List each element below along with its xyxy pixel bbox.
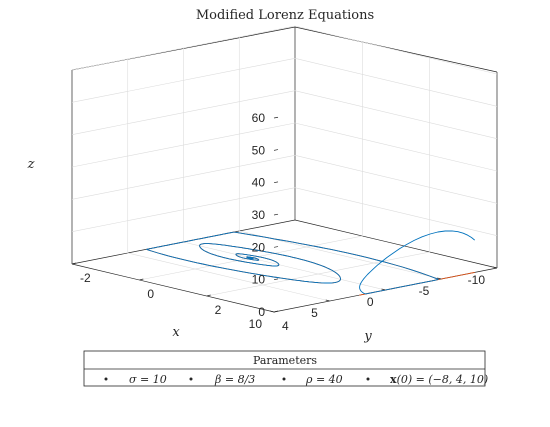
x-tick-label: 0	[367, 295, 374, 309]
x-axis-label: x	[172, 325, 180, 340]
legend-item-x0: x(0) = (−8, 4, 10)	[390, 373, 488, 386]
grid-line-y	[206, 58, 430, 297]
x-tick-label: 10	[249, 317, 263, 331]
z-tick-label: 20	[252, 240, 266, 254]
trajectory-series	[146, 230, 475, 295]
legend-item-rho: ρ = 40	[305, 373, 343, 386]
floor-front-edges	[71, 263, 498, 313]
grid-lines	[71, 25, 498, 302]
z-tick-label: 0	[258, 305, 265, 319]
z-tick-mark	[273, 278, 279, 281]
legend-item-beta: β = 8/3	[214, 373, 255, 386]
y-tick-label: -2	[80, 271, 91, 285]
grid-line-z	[71, 187, 498, 236]
z-tick-mark	[273, 116, 279, 119]
y-tick-label: 4	[282, 319, 289, 333]
x-tick-mark	[437, 277, 442, 280]
grid-line-x	[238, 37, 442, 280]
x-tick-mark	[381, 288, 386, 291]
x-tick-mark	[269, 310, 275, 313]
grid-line-x	[127, 59, 330, 302]
legend: Parameters σ = 10 β = 8/3 ρ = 40 x(0) = …	[83, 350, 488, 387]
legend-marker-rho	[282, 377, 286, 381]
z-tick-mark	[273, 246, 279, 248]
z-tick-label: 40	[252, 176, 266, 190]
z-tick-label: 30	[252, 208, 266, 222]
legend-marker-beta	[189, 377, 193, 381]
back-top-edge	[71, 26, 498, 73]
legend-item-x0-text: (0) = (−8, 4, 10)	[397, 373, 489, 386]
x-tick-label: -5	[419, 284, 430, 298]
z-tick-label: 60	[252, 111, 266, 125]
legend-marker-x0	[366, 377, 370, 381]
z-axis-label: z	[27, 157, 35, 172]
legend-item-x0-bold: x	[390, 373, 397, 386]
y-tick-mark	[71, 262, 77, 265]
grid-line-z	[71, 155, 498, 204]
x-tick-label: -10	[468, 273, 486, 287]
x-tick-mark	[325, 299, 330, 302]
y-axis-label: y	[363, 329, 372, 344]
legend-marker-sigma	[104, 377, 108, 381]
grid-line-x	[183, 48, 386, 291]
y-tick-mark	[139, 278, 144, 281]
grid-line-z	[71, 58, 498, 107]
y-tick-mark	[206, 294, 211, 297]
trajectory-line	[146, 230, 475, 295]
chart-title: Modified Lorenz Equations	[196, 8, 374, 23]
x-tick-label: 5	[311, 306, 318, 320]
z-tick-label: 50	[252, 143, 266, 157]
grid-line-z	[71, 25, 498, 75]
y-tick-label: 2	[215, 303, 222, 317]
z-tick-mark	[273, 181, 279, 184]
floor-back-edges	[71, 219, 498, 269]
legend-title: Parameters	[253, 354, 317, 367]
y-tick-mark	[273, 310, 279, 313]
grid-line-y	[139, 42, 363, 281]
grid-line-z	[71, 90, 498, 139]
z-tick-mark	[273, 213, 279, 216]
z-tick-label: 10	[252, 273, 266, 287]
grid-line-z	[71, 122, 498, 172]
z-tick-mark	[273, 149, 279, 151]
axes-box	[71, 26, 498, 313]
legend-item-sigma: σ = 10	[129, 373, 167, 386]
y-tick-label: 0	[147, 287, 154, 301]
x-tick-mark	[492, 266, 498, 269]
